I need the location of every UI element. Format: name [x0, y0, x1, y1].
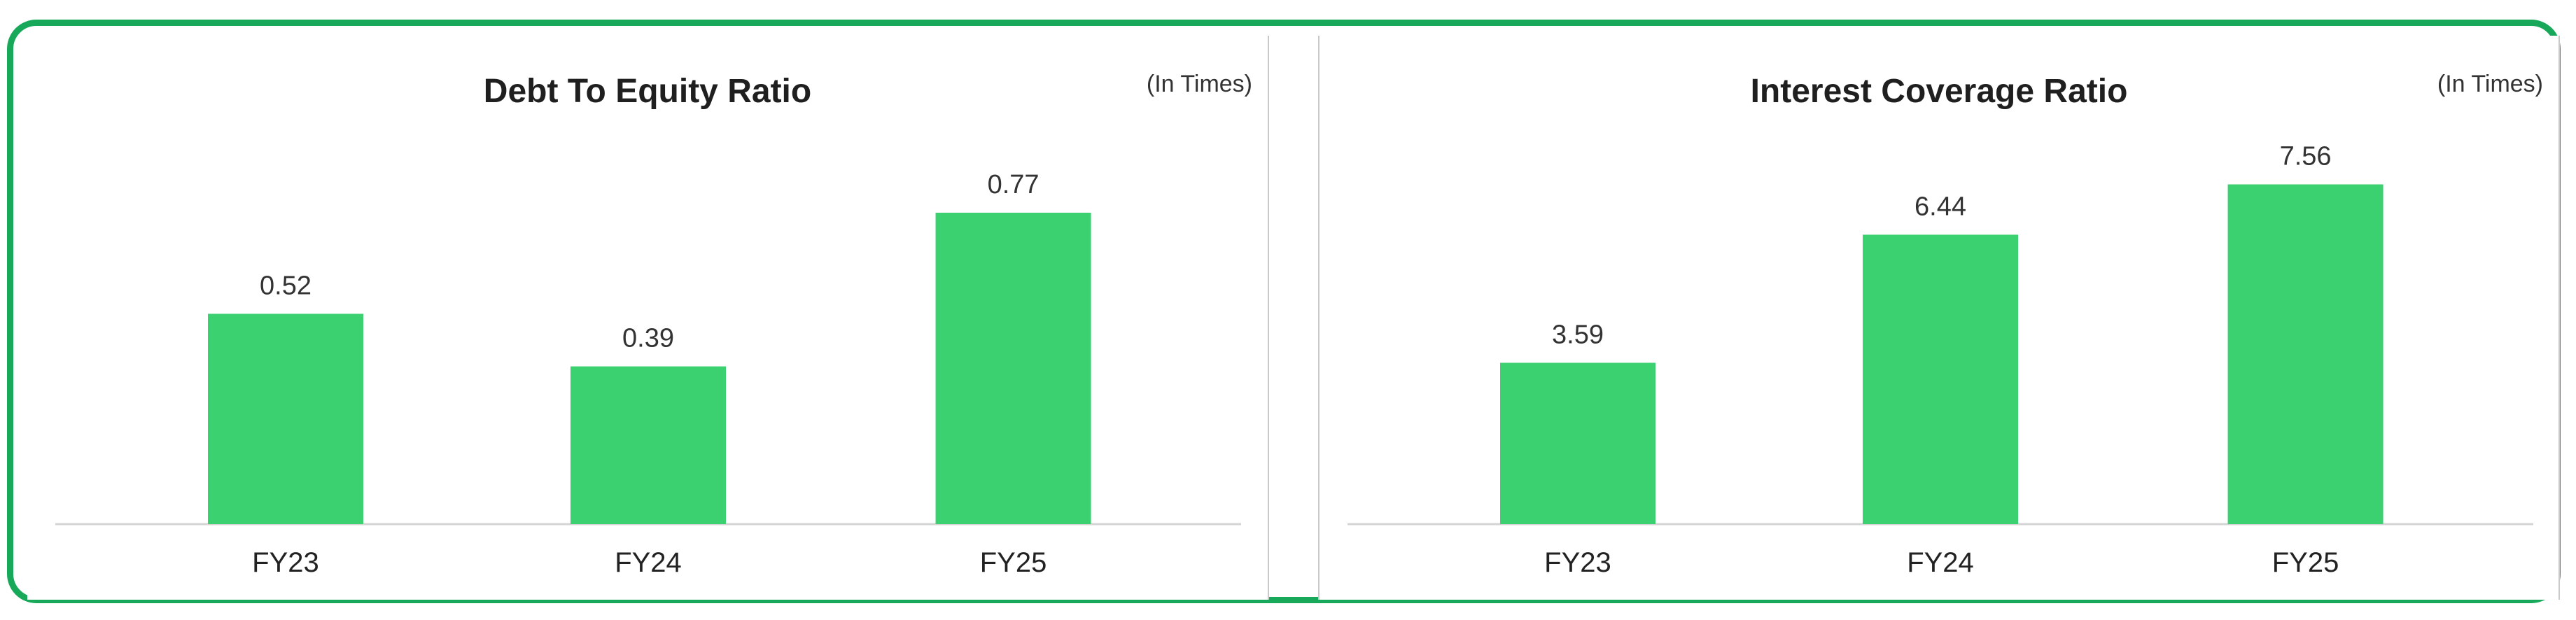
interest-coverage-panel: Interest Coverage Ratio (In Times) 3.59 F… [1318, 36, 2560, 600]
category-label: FY25 [980, 547, 1047, 578]
category-label: FY23 [1544, 547, 1611, 578]
category-label: FY24 [615, 547, 682, 578]
bar-fy25 [936, 213, 1091, 524]
debt-equity-panel: Debt To Equity Ratio (In Times) 0.52 FY23… [27, 36, 1269, 600]
data-label: 3.59 [1552, 320, 1604, 349]
bar-fy25 [2228, 184, 2384, 524]
bar-fy24 [1863, 234, 2018, 524]
chart-frame: Debt To Equity Ratio (In Times) 0.52 FY23… [7, 20, 2561, 603]
bar-fy23 [1500, 362, 1656, 524]
data-label: 0.39 [622, 324, 674, 353]
debt-equity-chart: 0.52 FY23 0.39 FY24 0.77 FY25 [27, 36, 1269, 600]
data-label: 0.52 [260, 271, 312, 300]
data-label: 7.56 [2280, 141, 2332, 171]
interest-coverage-chart: 3.59 FY23 6.44 FY24 7.56 FY25 [1320, 36, 2561, 600]
category-label: FY23 [252, 547, 319, 578]
category-label: FY24 [1907, 547, 1974, 578]
bar-fy23 [208, 313, 363, 524]
data-label: 6.44 [1914, 192, 1966, 221]
category-label: FY25 [2272, 547, 2339, 578]
bar-fy24 [570, 367, 726, 524]
data-label: 0.77 [988, 170, 1040, 199]
